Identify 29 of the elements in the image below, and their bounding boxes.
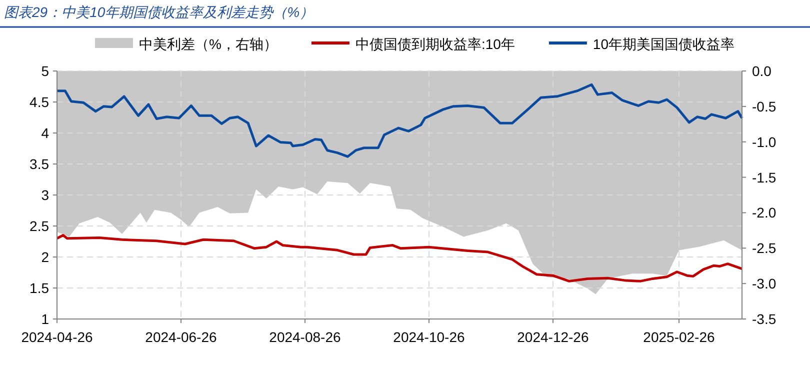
y2-tick-label: 0.0 bbox=[752, 63, 772, 79]
chart-title: 图表29：中美10年期国债收益率及利差走势（%） bbox=[4, 4, 314, 20]
y2-tick-label: -2.5 bbox=[752, 240, 776, 256]
y2-tick-label: -0.5 bbox=[752, 98, 776, 114]
y-tick-label: 3.5 bbox=[30, 156, 50, 172]
line-series bbox=[56, 83, 744, 158]
x-tick-label: 2024-08-26 bbox=[269, 329, 341, 345]
y2-tick-label: -2.0 bbox=[752, 204, 776, 221]
y2-tick-label: -1.5 bbox=[752, 169, 776, 186]
y-tick-label: 2 bbox=[41, 249, 50, 265]
y-tick-label: 4 bbox=[41, 125, 50, 141]
y-tick-label: 1.5 bbox=[30, 280, 50, 296]
y-tick-label: 3 bbox=[41, 187, 50, 203]
x-tick-label: 2024-10-26 bbox=[393, 329, 465, 345]
y2-tick-label: -3.5 bbox=[752, 311, 776, 327]
legend-label: 中债国债到期收益率:10年 bbox=[355, 36, 515, 52]
y-tick-label: 2.5 bbox=[30, 218, 50, 234]
legend-label: 10年期美国国债收益率 bbox=[592, 36, 734, 52]
x-tick-label: 2024-12-26 bbox=[517, 329, 589, 345]
y-tick-label: 5 bbox=[41, 63, 50, 79]
y2-tick-label: -1.0 bbox=[752, 134, 776, 150]
x-tick-label: 2025-02-26 bbox=[643, 329, 716, 345]
line-series bbox=[56, 234, 744, 282]
y-tick-label: 4.5 bbox=[30, 94, 50, 110]
legend-label: 中美利差（%，右轴） bbox=[139, 36, 278, 52]
x-tick-label: 2024-04-26 bbox=[21, 329, 94, 345]
x-tick-label: 2024-06-26 bbox=[145, 329, 218, 345]
y-tick-label: 1 bbox=[41, 311, 50, 327]
y2-tick-label: -3.0 bbox=[752, 276, 776, 292]
